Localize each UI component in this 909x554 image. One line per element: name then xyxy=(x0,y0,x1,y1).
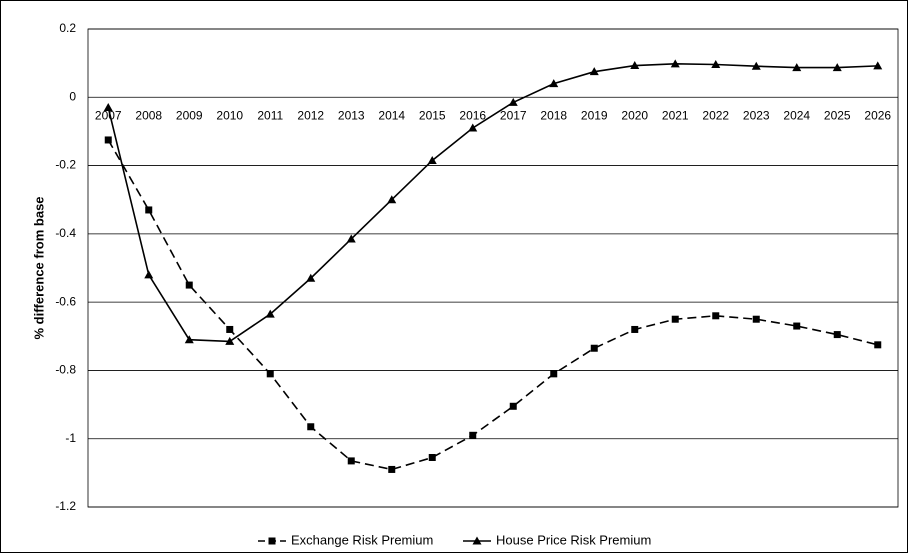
marker xyxy=(103,103,113,112)
legend-label: House Price Risk Premium xyxy=(496,532,651,547)
y-tick-label: 0 xyxy=(69,89,76,103)
x-tick-label: 2014 xyxy=(378,108,405,122)
marker xyxy=(145,206,153,214)
marker xyxy=(185,281,193,289)
legend-label: Exchange Risk Premium xyxy=(291,532,433,547)
marker xyxy=(225,336,235,345)
marker xyxy=(307,423,315,431)
x-tick-label: 2025 xyxy=(824,108,851,122)
y-tick-label: 0.2 xyxy=(59,21,76,35)
y-tick-label: -0.4 xyxy=(55,226,76,240)
marker xyxy=(104,136,112,144)
x-tick-label: 2019 xyxy=(581,108,608,122)
marker xyxy=(590,344,598,352)
marker xyxy=(752,315,760,323)
marker xyxy=(751,61,761,70)
x-tick-label: 2007 xyxy=(95,108,122,122)
series-line xyxy=(107,139,878,471)
marker xyxy=(144,270,154,279)
y-tick-label: -1.2 xyxy=(55,499,76,513)
x-tick-label: 2024 xyxy=(783,108,810,122)
x-tick-label: 2015 xyxy=(419,108,446,122)
marker xyxy=(670,59,680,68)
marker xyxy=(589,67,599,76)
marker xyxy=(469,431,477,439)
marker xyxy=(306,273,316,282)
y-tick-label: -0.6 xyxy=(55,294,76,308)
marker xyxy=(832,63,842,72)
marker xyxy=(266,370,274,378)
series-line xyxy=(107,63,878,343)
y-tick-label: -1 xyxy=(65,431,76,445)
marker xyxy=(549,79,559,88)
marker xyxy=(509,402,517,410)
x-tick-label: 2023 xyxy=(743,108,770,122)
y-tick-label: -0.2 xyxy=(55,158,76,172)
marker xyxy=(630,61,640,70)
marker xyxy=(873,61,883,70)
x-tick-label: 2009 xyxy=(176,108,203,122)
legend-marker xyxy=(472,536,482,545)
marker xyxy=(874,341,882,349)
x-tick-label: 2021 xyxy=(662,108,689,122)
marker xyxy=(508,97,518,106)
marker xyxy=(711,60,721,69)
x-tick-label: 2008 xyxy=(135,108,162,122)
x-tick-label: 2013 xyxy=(338,108,365,122)
marker xyxy=(550,370,558,378)
marker xyxy=(428,453,436,461)
y-tick-label: -0.8 xyxy=(55,363,76,377)
marker xyxy=(792,63,802,72)
marker xyxy=(712,312,720,320)
marker xyxy=(346,234,356,243)
legend-marker xyxy=(268,537,276,545)
x-tick-label: 2010 xyxy=(216,108,243,122)
x-tick-label: 2012 xyxy=(297,108,324,122)
x-tick-label: 2017 xyxy=(500,108,527,122)
marker xyxy=(387,195,397,204)
y-axis-title: % difference from base xyxy=(31,196,46,339)
x-tick-label: 2020 xyxy=(621,108,648,122)
x-tick-label: 2016 xyxy=(459,108,486,122)
x-tick-label: 2011 xyxy=(257,108,283,122)
marker xyxy=(226,325,234,333)
marker xyxy=(347,457,355,465)
marker xyxy=(265,309,275,318)
marker xyxy=(184,335,194,344)
marker xyxy=(833,331,841,339)
marker xyxy=(468,123,478,132)
x-tick-label: 2022 xyxy=(702,108,729,122)
marker xyxy=(671,315,679,323)
x-tick-label: 2026 xyxy=(864,108,891,122)
marker xyxy=(631,325,639,333)
marker xyxy=(427,155,437,164)
x-tick-label: 2018 xyxy=(540,108,567,122)
marker xyxy=(388,465,396,473)
marker xyxy=(793,322,801,330)
